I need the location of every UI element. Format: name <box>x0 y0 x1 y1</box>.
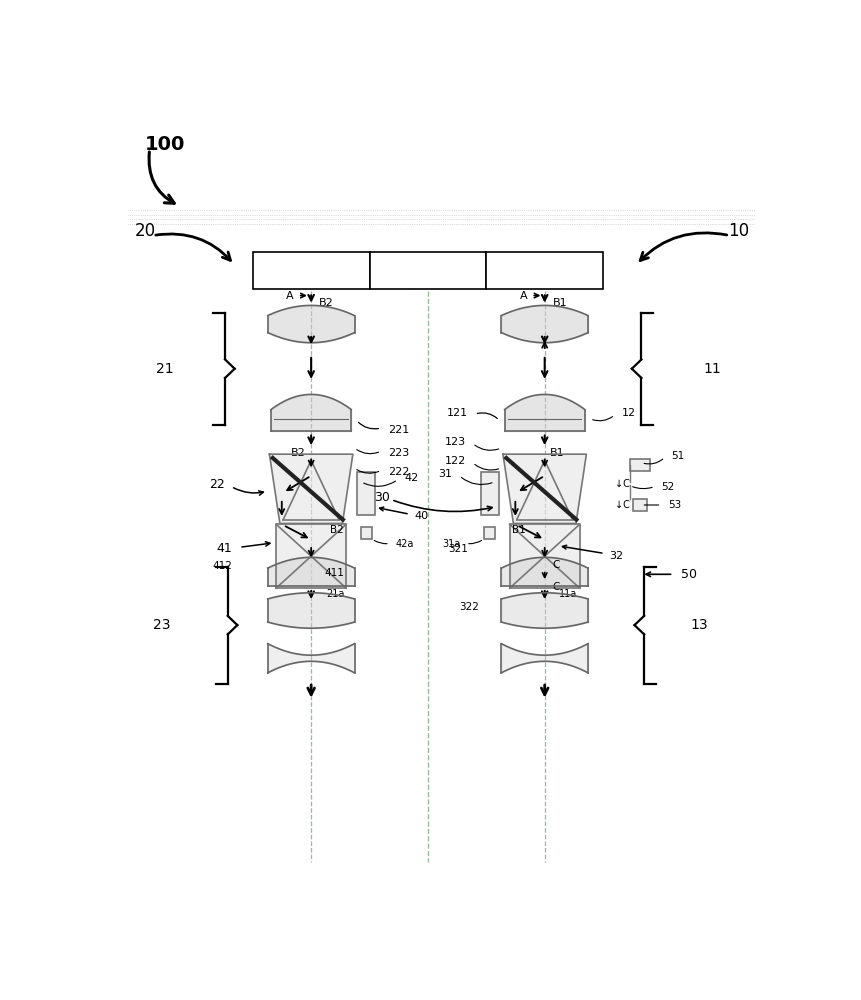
Text: C: C <box>553 560 560 570</box>
Text: 21a: 21a <box>325 589 344 599</box>
Text: 52: 52 <box>661 482 675 492</box>
Text: 20: 20 <box>134 222 156 240</box>
Text: B1: B1 <box>512 525 526 535</box>
FancyBboxPatch shape <box>480 472 499 515</box>
Text: C: C <box>553 582 560 592</box>
Text: 322: 322 <box>460 602 480 612</box>
Text: 123: 123 <box>445 437 466 447</box>
Text: A: A <box>520 291 527 301</box>
Text: 100: 100 <box>145 135 185 154</box>
FancyBboxPatch shape <box>253 252 369 289</box>
Text: 13: 13 <box>691 618 708 632</box>
Text: 321: 321 <box>448 544 468 554</box>
Text: ↓C: ↓C <box>615 500 629 510</box>
Text: 51: 51 <box>672 451 684 461</box>
Polygon shape <box>510 524 579 588</box>
FancyBboxPatch shape <box>369 252 486 289</box>
Text: 221: 221 <box>387 425 409 435</box>
Text: 23: 23 <box>153 618 170 632</box>
Text: B2: B2 <box>330 525 344 535</box>
Text: 32: 32 <box>610 551 623 561</box>
Text: A: A <box>286 291 294 301</box>
Text: 50: 50 <box>682 568 697 581</box>
Text: 53: 53 <box>668 500 681 510</box>
FancyBboxPatch shape <box>356 472 375 515</box>
Text: 40: 40 <box>414 511 429 521</box>
FancyBboxPatch shape <box>486 252 603 289</box>
Polygon shape <box>276 524 346 588</box>
Text: B1: B1 <box>553 298 567 308</box>
Text: 10: 10 <box>728 222 749 240</box>
Text: ↓C: ↓C <box>615 479 629 489</box>
Text: B2: B2 <box>291 448 306 458</box>
FancyBboxPatch shape <box>630 459 650 471</box>
Text: 22: 22 <box>208 478 225 491</box>
Text: 31: 31 <box>438 469 453 479</box>
Text: 望远镜中轴 L: 望远镜中轴 L <box>406 265 449 275</box>
Text: 41: 41 <box>217 542 232 555</box>
Text: 11a: 11a <box>560 589 578 599</box>
Text: 11: 11 <box>703 362 722 376</box>
Text: 42: 42 <box>405 473 418 483</box>
Text: 21: 21 <box>156 362 173 376</box>
Text: 223: 223 <box>387 448 409 458</box>
Text: B1: B1 <box>550 448 565 458</box>
Text: 42a: 42a <box>395 539 413 549</box>
FancyBboxPatch shape <box>484 527 494 539</box>
Text: 30: 30 <box>375 491 390 504</box>
Text: 412: 412 <box>213 561 232 571</box>
Text: 122: 122 <box>444 456 466 466</box>
FancyBboxPatch shape <box>361 527 372 539</box>
Text: 12: 12 <box>622 408 635 418</box>
Polygon shape <box>503 454 586 523</box>
Text: 31a: 31a <box>443 539 461 549</box>
Text: 222: 222 <box>387 467 409 477</box>
Polygon shape <box>269 454 353 523</box>
Text: 右镜光轴 L1: 右镜光轴 L1 <box>523 265 567 275</box>
Text: 左镜光轴 L2: 左镜光轴 L2 <box>289 265 333 275</box>
Text: B2: B2 <box>319 298 334 308</box>
FancyBboxPatch shape <box>633 499 647 511</box>
Text: 411: 411 <box>325 568 344 578</box>
Text: 121: 121 <box>447 408 468 418</box>
